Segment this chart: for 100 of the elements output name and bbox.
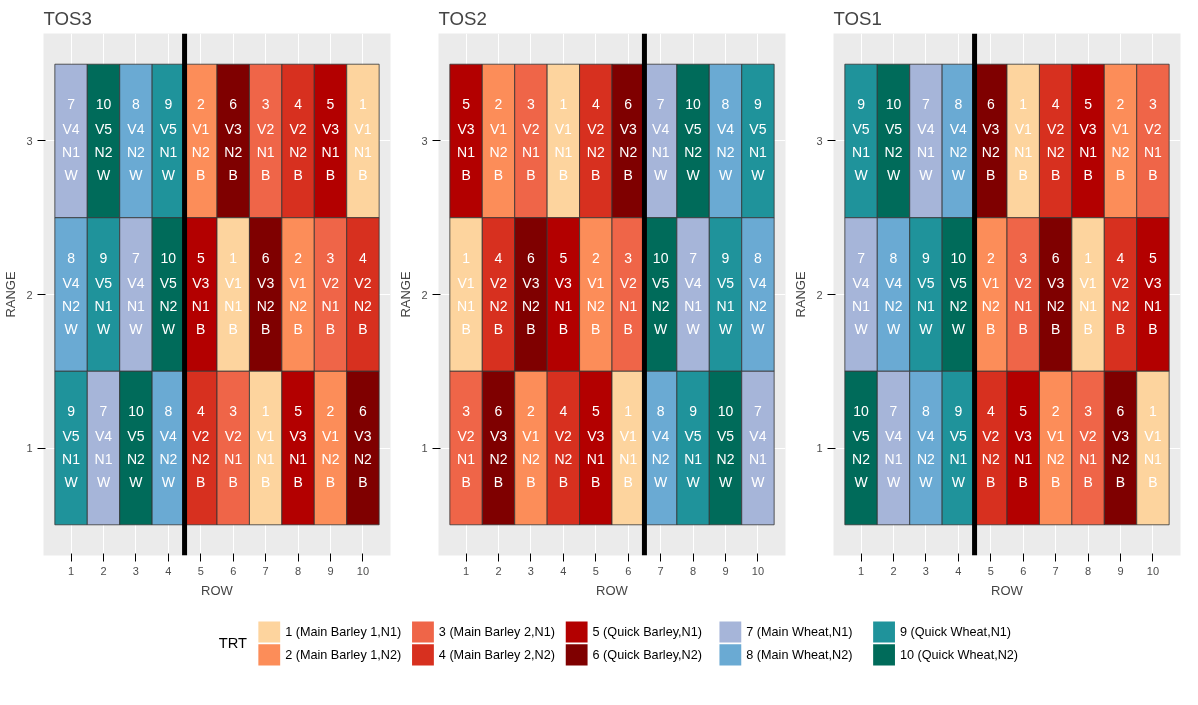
x-axis-title: ROW [991, 582, 1024, 598]
annotation: V2 N1 B [619, 274, 638, 337]
data-label: 9 [857, 96, 866, 113]
x-tick-label: 9 [722, 564, 729, 577]
data-label: 10 [128, 403, 144, 420]
annotation: V4 N1 W [94, 428, 113, 491]
data-label: 1 [1084, 249, 1093, 266]
data-label: 6 [359, 403, 368, 420]
category-label: 4 (Main Barley 2,N2) [438, 647, 555, 662]
x-tick-label: 5 [197, 564, 204, 577]
x-tick-label: 7 [657, 564, 664, 577]
x-tick-label: 10 [1146, 564, 1160, 577]
data-label: 7 [67, 96, 76, 113]
data-label: 5 [1084, 96, 1093, 113]
data-label: 7 [889, 403, 898, 420]
data-label: 1 [261, 403, 270, 420]
chart-title: TOS3 [43, 7, 92, 29]
data-label: 9 [164, 96, 173, 113]
x-tick-label: 1 [68, 564, 75, 577]
x-tick-label: 8 [1085, 564, 1092, 577]
annotation: V4 N2 W [651, 428, 670, 491]
annotation: V2 N2 B [1046, 121, 1065, 184]
annotation: V4 N2 W [884, 274, 903, 337]
x-axis-title: ROW [596, 582, 629, 598]
y-tick-label: 2 [421, 288, 428, 301]
x-tick-label: 3 [527, 564, 534, 577]
annotation: V4 N2 W [126, 121, 146, 184]
data-label: 2 [196, 96, 205, 113]
data-label: 1 [624, 403, 633, 420]
annotation: V5 N1 W [62, 428, 81, 491]
y-axis-title: RANGE [793, 271, 809, 318]
data-label: 2 [1051, 403, 1060, 420]
data-label: 2 [294, 249, 303, 266]
data-label: 6 [1116, 403, 1125, 420]
y-tick-label: 3 [421, 134, 428, 147]
annotation: V3 N1 B [321, 121, 340, 184]
chart-title: TOS1 [833, 7, 882, 29]
data-label: 4 [294, 96, 303, 113]
data-label: 1 [1019, 96, 1028, 113]
annotation: V5 N1 W [748, 121, 768, 184]
annotation: V2 N2 B [554, 428, 573, 491]
category-label: 3 (Main Barley 2,N1) [438, 624, 555, 639]
y-tick-label: 3 [26, 134, 33, 147]
x-tick-label: 5 [592, 564, 599, 577]
annotation: V3 N2 B [521, 274, 541, 337]
data-label: 2 [1116, 96, 1125, 113]
annotation: V3 N1 B [1143, 274, 1163, 337]
annotation: V4 N1 W [852, 274, 871, 337]
data-label: 6 [624, 96, 633, 113]
data-label: 6 [494, 403, 503, 420]
data-label: 9 [721, 249, 730, 266]
y-tick-label: 2 [26, 288, 33, 301]
annotation: V5 N2 W [684, 121, 703, 184]
annotation: V2 N2 B [289, 121, 308, 184]
annotation: V1 N1 B [224, 274, 243, 337]
data-label: 6 [527, 249, 536, 266]
data-label: 3 [462, 403, 471, 420]
data-label: 4 [494, 249, 503, 266]
data-label: 4 [1116, 249, 1125, 266]
annotation: V1 N2 B [321, 428, 340, 491]
annotation: V1 N2 B [191, 121, 210, 184]
data-label: 9 [99, 249, 108, 266]
annotation: V2 N2 B [1111, 274, 1130, 337]
data-label: 8 [721, 96, 730, 113]
annotation: V1 N2 B [289, 274, 308, 337]
annotation: V2 N1 B [321, 274, 340, 337]
data-label: 6 [986, 96, 995, 113]
category-label: 8 (Main Wheat,N2) [746, 647, 853, 662]
data-label: 2 [591, 249, 600, 266]
x-tick-label: 4 [165, 564, 172, 577]
x-tick-label: 4 [560, 564, 567, 577]
data-label: 2 [326, 403, 335, 420]
annotation: V5 N1 W [916, 274, 936, 337]
x-tick-label: 6 [230, 564, 237, 577]
x-tick-label: 6 [625, 564, 632, 577]
x-tick-label: 1 [463, 564, 470, 577]
data-label: 6 [1051, 249, 1060, 266]
annotation: V4 N1 W [126, 274, 146, 337]
annotation: V3 N1 B [289, 428, 308, 491]
annotation: V4 N2 W [916, 428, 936, 491]
y-axis-title: RANGE [398, 271, 414, 318]
annotation: V3 N2 B [353, 428, 373, 491]
x-tick-label: 7 [1052, 564, 1059, 577]
data-label: 8 [754, 249, 763, 266]
data-label: 3 [326, 249, 335, 266]
data-label: 7 [132, 249, 141, 266]
legend-title: TRT [218, 635, 247, 652]
annotation: V5 N2 W [884, 121, 903, 184]
annotation: V5 N2 W [159, 274, 178, 337]
data-label: 5 [559, 249, 568, 266]
data-label: 3 [229, 403, 238, 420]
data-label: 3 [1149, 96, 1158, 113]
annotation: V1 N2 B [1046, 428, 1065, 491]
annotation: V4 N2 W [159, 428, 178, 491]
data-label: 10 [853, 403, 870, 420]
category-label: 10 (Quick Wheat,N2) [899, 647, 1019, 662]
annotation: V3 N1 B [554, 274, 573, 337]
annotation: V5 N2 W [651, 274, 670, 337]
annotation: V4 N2 W [748, 274, 768, 337]
data-label: 9 [954, 403, 963, 420]
